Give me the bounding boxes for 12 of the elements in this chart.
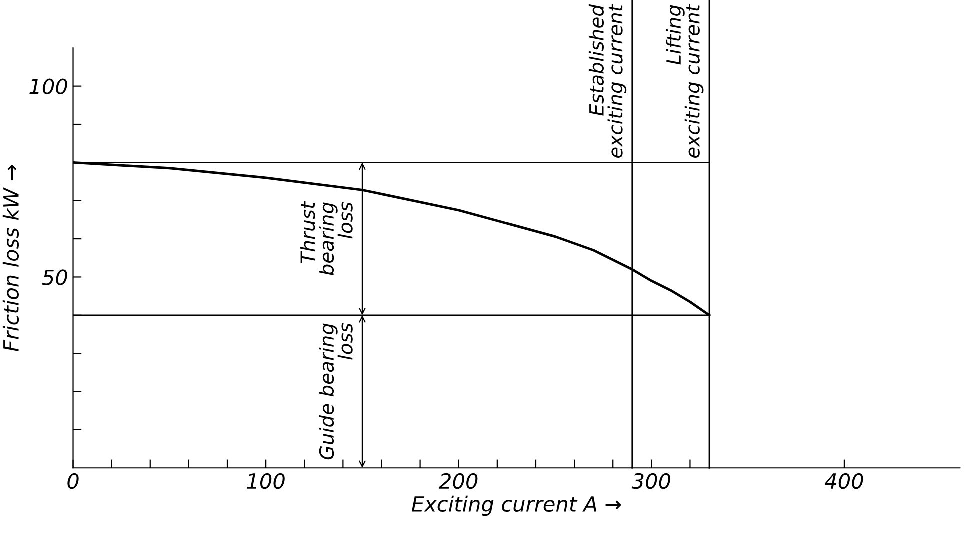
y-axis-title: Friction loss kW → bbox=[2, 165, 20, 352]
y-tick-label: 50 bbox=[42, 270, 68, 286]
ref-line-label: Established exciting current bbox=[588, 4, 627, 158]
x-tick-label: 200 bbox=[439, 473, 478, 490]
annotation: Guide bearing loss bbox=[319, 323, 353, 460]
x-tick-label: 0 bbox=[68, 473, 79, 490]
ref-line-label: Lifting exciting current bbox=[666, 4, 704, 158]
x-axis-title: Exciting current A → bbox=[412, 496, 622, 516]
annotation: Thrust bearing loss bbox=[300, 201, 353, 276]
x-tick-label: 400 bbox=[824, 473, 864, 490]
x-tick-label: 300 bbox=[632, 473, 670, 490]
x-tick-label: 100 bbox=[247, 473, 285, 490]
